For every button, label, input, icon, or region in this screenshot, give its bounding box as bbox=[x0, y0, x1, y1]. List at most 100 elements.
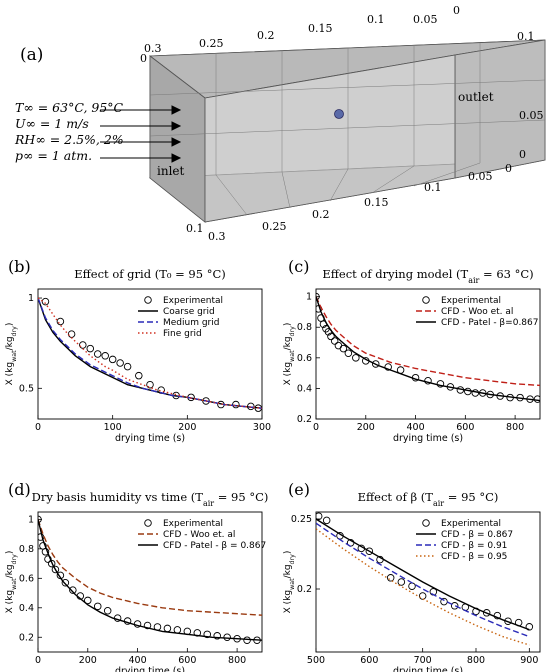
box-grid bbox=[149, 43, 546, 216]
data-point bbox=[116, 359, 124, 367]
chart-title: Dry basis humidity vs time (Tair = 95 °C… bbox=[32, 490, 269, 508]
data-point bbox=[232, 400, 240, 409]
data-point bbox=[93, 350, 102, 358]
y-tick-label: 0.5 bbox=[19, 383, 34, 394]
chart-panel-e: (e) Effect of β (Tair = 95 °C) 500 600 700 80… bbox=[283, 480, 541, 672]
data-point bbox=[61, 578, 70, 587]
data-point bbox=[384, 363, 392, 371]
legend-entry: Experimental bbox=[163, 519, 223, 529]
bottom-tick: 0 bbox=[505, 162, 512, 175]
data-point bbox=[450, 602, 459, 610]
y-axis-label: X (kgwat/kgdry) bbox=[5, 551, 18, 614]
chart-title: Effect of β (Tair = 95 °C) bbox=[358, 490, 499, 508]
legend-entry: Experimental bbox=[163, 296, 223, 306]
y-tick-label: 0.2 bbox=[19, 632, 34, 643]
legend-entry: CFD - β = 0.95 bbox=[441, 552, 507, 562]
y-tick-label: 1 bbox=[28, 514, 34, 525]
x-tick-label: 300 bbox=[253, 422, 271, 433]
legend-entry: CFD - Woo et. al bbox=[441, 307, 513, 317]
data-point bbox=[93, 602, 102, 611]
data-point bbox=[135, 371, 143, 380]
outlet-label: outlet bbox=[458, 90, 494, 104]
data-point bbox=[56, 317, 65, 326]
condition-pressure: p∞ = 1 atm. bbox=[15, 148, 92, 163]
legend-entry: CFD - Patel - β=0.867 bbox=[441, 318, 538, 328]
condition-temperature: T∞ = 63°C, 95°C bbox=[15, 100, 124, 115]
x-tick-label: 900 bbox=[520, 655, 538, 666]
y-axis-label: X (kgwat/kgdry) bbox=[283, 551, 296, 614]
data-point bbox=[47, 559, 56, 568]
x-tick-label: 400 bbox=[128, 655, 146, 666]
top-tick: 0 bbox=[453, 4, 460, 17]
top-axis-ticks: 0.3 0.25 0.2 0.15 0.1 0.05 0 0 0.1 0.05 … bbox=[140, 4, 544, 243]
x-tick-label: 800 bbox=[506, 422, 524, 433]
right-tick: 0.1 bbox=[517, 30, 535, 43]
bottom-tick: 0.25 bbox=[262, 220, 287, 233]
x-axis-label: drying time (s) bbox=[393, 433, 463, 444]
x-tick-label: 0 bbox=[313, 422, 319, 433]
panel-a-label: (a) bbox=[20, 45, 43, 65]
x-tick-label: 800 bbox=[228, 655, 246, 666]
series-line bbox=[316, 296, 540, 402]
legend-entry: CFD - Woo et. al bbox=[163, 530, 235, 540]
chart-panel-d: (d) Dry basis humidity vs time (Tair = 95… bbox=[5, 480, 268, 672]
y-tick-label: 1 bbox=[306, 292, 312, 303]
data-point bbox=[103, 606, 112, 615]
data-point bbox=[243, 636, 251, 644]
y-tick-label: 1 bbox=[28, 293, 34, 304]
series-line bbox=[38, 297, 262, 409]
data-point bbox=[482, 609, 491, 617]
condition-velocity: U∞ = 1 m/s bbox=[15, 116, 89, 131]
panel-label: (b) bbox=[8, 257, 31, 276]
y-tick-label: 0.8 bbox=[19, 544, 34, 555]
plot-area bbox=[38, 515, 262, 644]
legend-entry: Fine grid bbox=[163, 329, 202, 339]
series-line bbox=[316, 518, 530, 631]
data-point bbox=[213, 632, 221, 640]
bottom-tick: 0.15 bbox=[364, 196, 389, 209]
legend-entry: Medium grid bbox=[163, 318, 219, 328]
y-axis-label: X (kgwat/kgdry) bbox=[283, 323, 296, 386]
x-tick-label: 0 bbox=[35, 655, 41, 666]
data-point bbox=[533, 395, 540, 403]
x-tick-label: 600 bbox=[456, 422, 474, 433]
panel-label: (c) bbox=[288, 257, 309, 276]
x-tick-label: 100 bbox=[104, 422, 122, 433]
condition-humidity: RH∞ = 2.5%, 2% bbox=[14, 132, 124, 147]
plot-frame bbox=[315, 511, 541, 653]
bottom-tick: 0.2 bbox=[312, 208, 330, 221]
y-tick-label: 0.4 bbox=[19, 603, 34, 614]
chart-title: Effect of drying model (Tair = 63 °C) bbox=[322, 267, 533, 285]
bottom-tick: 0.05 bbox=[468, 170, 493, 183]
plot-area bbox=[316, 512, 534, 646]
panel-label: (e) bbox=[288, 480, 310, 499]
data-point bbox=[339, 344, 348, 353]
plot-area bbox=[38, 297, 262, 412]
right-tick: 0.05 bbox=[519, 109, 544, 122]
plot-frame bbox=[37, 511, 263, 653]
data-point bbox=[146, 380, 154, 389]
data-point bbox=[525, 623, 534, 631]
x-tick-label: 600 bbox=[360, 655, 378, 666]
plot-frame bbox=[37, 288, 263, 420]
data-point bbox=[352, 354, 360, 362]
data-point bbox=[51, 565, 60, 574]
data-point bbox=[316, 512, 323, 520]
inlet-arrows bbox=[100, 105, 182, 163]
data-point bbox=[79, 341, 87, 349]
data-point bbox=[38, 515, 42, 524]
data-point bbox=[418, 592, 427, 600]
top-tick: 0.2 bbox=[257, 29, 275, 42]
y-tick-label: 0.2 bbox=[297, 584, 312, 595]
x-tick-label: 0 bbox=[35, 422, 41, 433]
top-tick: 0.3 bbox=[144, 42, 162, 55]
x-tick-label: 200 bbox=[178, 422, 196, 433]
legend-entry: CFD - Patel - β = 0.867 bbox=[163, 541, 266, 551]
data-point bbox=[69, 586, 77, 594]
data-point bbox=[86, 344, 95, 353]
legend-entry: Experimental bbox=[441, 519, 501, 529]
bottom-tick: 0.1 bbox=[186, 222, 204, 235]
x-axis-label: drying time (s) bbox=[393, 666, 463, 672]
data-point bbox=[408, 582, 416, 590]
